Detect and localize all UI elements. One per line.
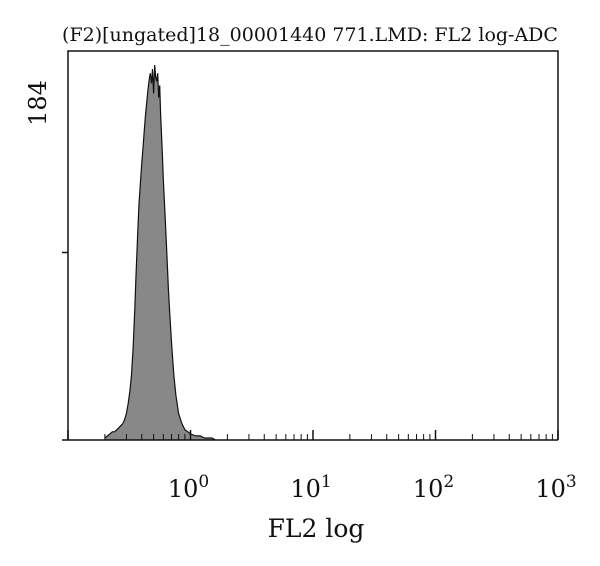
x-tick-label-exponent: 0 bbox=[198, 472, 209, 492]
x-tick-label-exponent: 1 bbox=[321, 472, 332, 492]
histogram-outline-0 bbox=[104, 64, 216, 441]
x-axis-label: FL2 log bbox=[268, 514, 365, 543]
x-tick-label-3: 103 bbox=[535, 472, 576, 503]
x-tick-label-exponent: 2 bbox=[443, 472, 454, 492]
x-tick-label-base: 10 bbox=[290, 475, 321, 503]
histogram-area-0 bbox=[104, 65, 216, 440]
x-tick-label-base: 10 bbox=[168, 475, 199, 503]
y-max-tick-label: 184 bbox=[24, 80, 52, 126]
x-tick-label-base: 10 bbox=[413, 475, 444, 503]
plot-frame bbox=[67, 50, 559, 440]
plot-area bbox=[67, 50, 559, 441]
x-tick-label-base: 10 bbox=[535, 475, 566, 503]
x-tick-label-0: 100 bbox=[168, 472, 209, 503]
x-ticks: 100 101 102 103 bbox=[67, 430, 577, 503]
x-tick-label-2: 102 bbox=[413, 472, 454, 503]
y-ticks bbox=[62, 251, 68, 441]
x-tick-label-1: 101 bbox=[290, 472, 331, 503]
x-tick-label-exponent: 3 bbox=[566, 472, 577, 492]
chart-title: (F2)[ungated]18_00001440 771.LMD: FL2 lo… bbox=[62, 24, 558, 46]
